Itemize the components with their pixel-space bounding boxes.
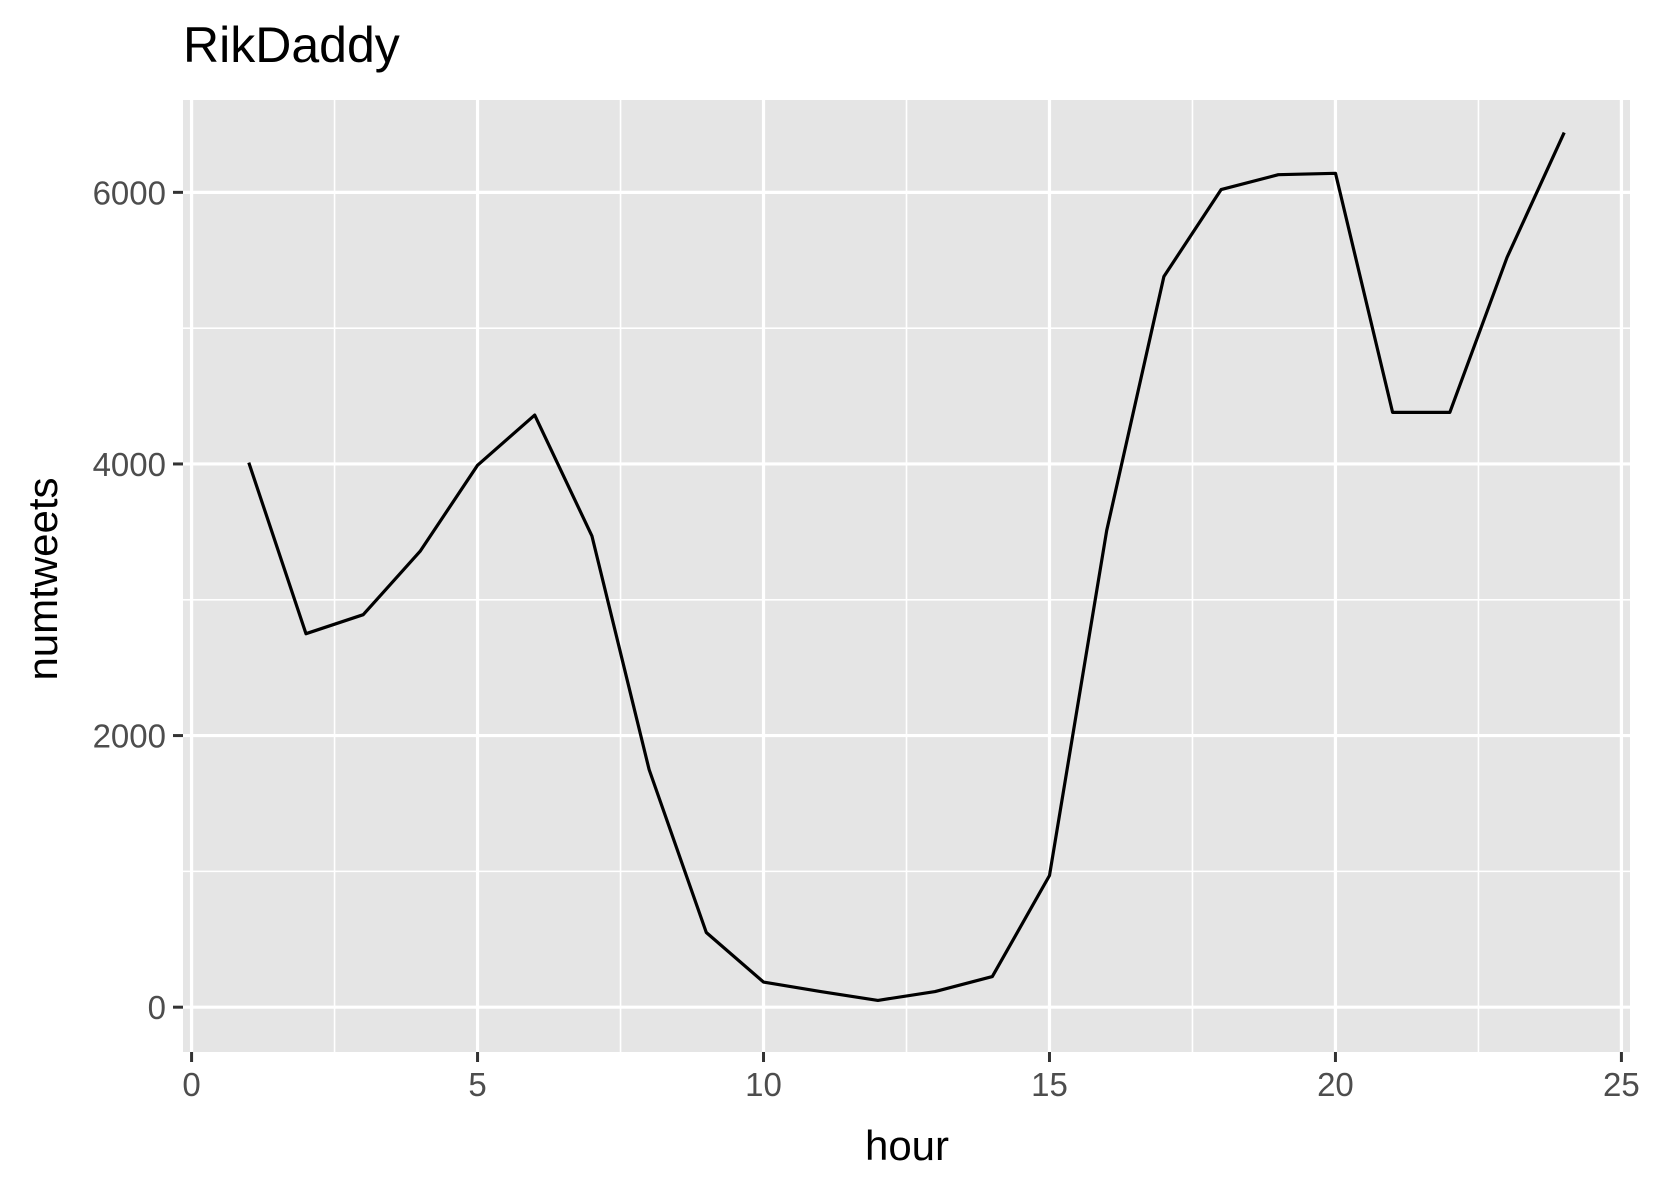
x-tick-label: 5 [468,1066,486,1103]
x-tick-label: 0 [182,1066,200,1103]
y-axis-title: numtweets [19,477,66,680]
x-axis: 0 5 10 15 20 25 [182,1052,1639,1103]
y-axis: 0 2000 4000 6000 [93,174,183,1026]
y-tick-label: 0 [148,989,166,1026]
y-tick-label: 6000 [93,174,166,211]
chart-title: RikDaddy [183,17,400,73]
y-tick-label: 4000 [93,446,166,483]
x-tick-label: 20 [1317,1066,1354,1103]
x-tick-label: 15 [1031,1066,1068,1103]
y-tick-label: 2000 [93,718,166,755]
x-tick-label: 10 [745,1066,782,1103]
x-tick-label: 25 [1603,1066,1640,1103]
x-axis-title: hour [865,1122,949,1169]
